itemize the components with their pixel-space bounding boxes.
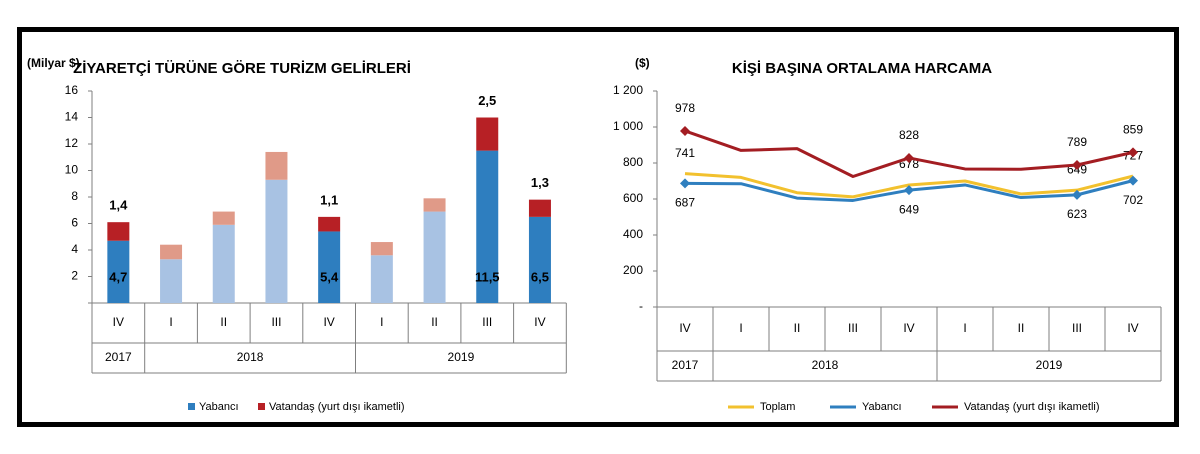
line-year-label: 2019	[1036, 358, 1063, 372]
line-category-label: I	[739, 321, 742, 335]
bar-y-tick-label: 12	[65, 136, 79, 150]
bar-citizen	[370, 242, 393, 256]
bar-category-label: II	[431, 315, 438, 329]
line-category-label: I	[963, 321, 966, 335]
series-data-label: 741	[675, 146, 695, 160]
bar-total-label: 1,3	[531, 175, 549, 190]
bar-category-label: IV	[323, 315, 334, 329]
bar-foreign	[476, 150, 499, 303]
line-y-tick-label: 1 000	[613, 119, 643, 133]
line-chart-title: KİŞİ BAŞINA ORTALAMA HARCAMA	[732, 60, 992, 77]
series-marker-1	[904, 185, 914, 196]
line-category-label: II	[1018, 321, 1025, 335]
bar-foreign	[423, 211, 446, 303]
line-y-tick-label: 400	[623, 227, 643, 241]
series-marker-1	[680, 178, 690, 189]
bar-foreign	[370, 255, 393, 303]
series-data-label: 828	[899, 128, 919, 142]
series-data-label: 789	[1067, 135, 1087, 149]
series-data-label: 702	[1123, 193, 1143, 207]
line-y-tick-label: 600	[623, 191, 643, 205]
series-marker-1	[1128, 175, 1138, 186]
bar-y-tick-label: 2	[71, 269, 78, 283]
bar-citizen	[318, 216, 341, 232]
line-category-label: III	[1072, 321, 1082, 335]
bar-foreign	[212, 224, 235, 303]
chart-frame: ZİYARETÇİ TÜRÜNE GÖRE TURİZM GELİRLERİ (M…	[17, 27, 1179, 427]
bar-category-label: I	[169, 315, 172, 329]
bar-category-label: IV	[534, 315, 545, 329]
bar-citizen	[160, 244, 183, 260]
bar-citizen	[476, 117, 499, 151]
bar-year-label: 2017	[105, 350, 132, 364]
bar-y-tick-label: 10	[65, 163, 79, 177]
bar-year-label: 2018	[237, 350, 264, 364]
line-y-tick-label: -	[639, 299, 643, 313]
bar-category-label: III	[271, 315, 281, 329]
bar-year-label: 2019	[448, 350, 475, 364]
line-y-tick-label: 200	[623, 263, 643, 277]
line-category-label: IV	[1127, 321, 1138, 335]
legend-swatch-foreign	[188, 403, 195, 410]
series-data-label: 623	[1067, 207, 1087, 221]
bar-y-tick-label: 8	[71, 189, 78, 203]
bar-chart-title: ZİYARETÇİ TÜRÜNE GÖRE TURİZM GELİRLERİ	[73, 60, 411, 77]
bar-foreign-label: 5,4	[320, 269, 339, 284]
bar-foreign	[318, 231, 341, 303]
line-category-label: II	[794, 321, 801, 335]
legend-label-foreign: Yabancı	[199, 401, 239, 413]
line-y-tick-label: 1 200	[613, 83, 643, 97]
series-data-label: 687	[675, 196, 695, 210]
bar-citizen	[107, 222, 130, 241]
bar-y-tick-label: 16	[65, 83, 79, 97]
legend-swatch-citizen	[258, 403, 265, 410]
line-year-label: 2017	[672, 358, 699, 372]
bar-foreign	[265, 179, 288, 303]
line-category-label: IV	[903, 321, 914, 335]
bar-category-label: III	[482, 315, 492, 329]
line-y-tick-label: 800	[623, 155, 643, 169]
line-chart-unit-label: ($)	[635, 56, 650, 70]
series-data-label: 649	[899, 202, 919, 216]
bar-chart-unit-label: (Milyar $)	[27, 56, 80, 70]
bar-foreign-label: 11,5	[475, 269, 500, 284]
line-category-label: III	[848, 321, 858, 335]
series-marker-2	[1128, 147, 1138, 158]
series-marker-2	[680, 125, 690, 136]
series-data-label: 859	[1123, 123, 1143, 137]
bar-foreign	[107, 240, 130, 303]
line-category-label: IV	[679, 321, 690, 335]
bar-foreign-label: 6,5	[531, 269, 549, 284]
bar-citizen	[423, 198, 446, 212]
bar-citizen	[212, 211, 235, 225]
series-marker-1	[1072, 189, 1082, 200]
bar-total-label: 1,4	[109, 198, 128, 213]
bar-citizen	[265, 151, 288, 180]
series-marker-2	[904, 152, 914, 163]
bar-y-tick-label: 14	[65, 110, 79, 124]
series-line-0	[684, 172, 1134, 199]
bar-y-tick-label: 6	[71, 216, 78, 230]
bar-category-label: I	[380, 315, 383, 329]
line-year-label: 2018	[812, 358, 839, 372]
bar-category-label: II	[220, 315, 227, 329]
legend-label-2: Vatandaş (yurt dışı ikametli)	[964, 401, 1100, 413]
bar-category-label: IV	[113, 315, 124, 329]
bar-foreign	[528, 216, 551, 303]
series-data-label: 978	[675, 101, 695, 115]
bar-foreign-label: 4,7	[109, 269, 127, 284]
charts-canvas: ZİYARETÇİ TÜRÜNE GÖRE TURİZM GELİRLERİ(M…	[27, 56, 1162, 413]
bar-total-label: 1,1	[320, 192, 338, 207]
bar-total-label: 2,5	[478, 93, 496, 108]
legend-label-1: Yabancı	[862, 401, 902, 413]
bar-citizen	[528, 199, 551, 217]
bar-y-tick-label: 4	[71, 242, 78, 256]
bar-foreign	[160, 259, 183, 303]
legend-label-citizen: Vatandaş (yurt dışı ikametli)	[269, 401, 405, 413]
legend-label-0: Toplam	[760, 401, 795, 413]
series-marker-2	[1072, 159, 1082, 170]
